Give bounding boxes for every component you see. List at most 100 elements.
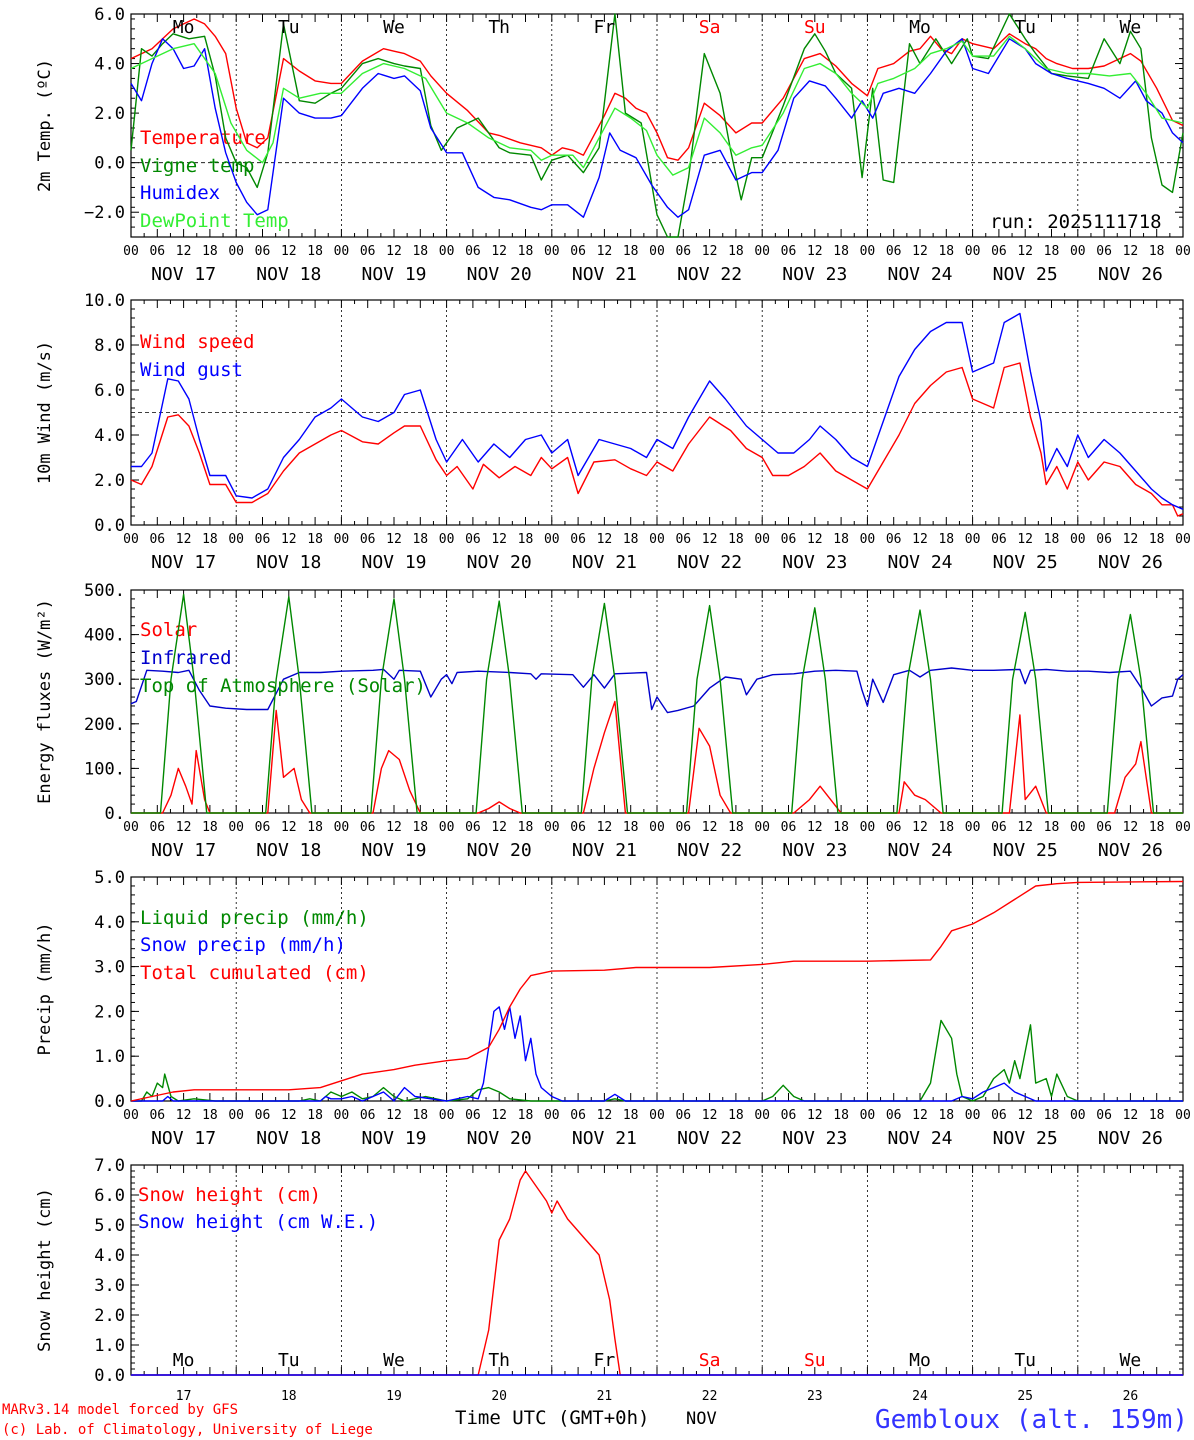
hour-tick-label: 00 xyxy=(439,1108,455,1123)
y-tick-label: 200. xyxy=(84,715,125,735)
day-number-label: 19 xyxy=(386,1389,402,1404)
hour-tick-label: 00 xyxy=(754,244,770,259)
hour-tick-label: 12 xyxy=(702,532,718,547)
hour-tick-label: 18 xyxy=(1044,1108,1060,1123)
hour-tick-label: 18 xyxy=(307,532,323,547)
day-number-label: 17 xyxy=(176,1389,192,1404)
hour-tick-label: 12 xyxy=(807,820,823,835)
day-number-label: 18 xyxy=(281,1389,297,1404)
date-label: NOV 17 xyxy=(151,264,216,285)
hour-tick-label: 12 xyxy=(1123,244,1139,259)
hour-tick-label: 00 xyxy=(228,1108,244,1123)
y-axis-label: Snow height (cm) xyxy=(35,1188,55,1352)
series-line-infrared xyxy=(130,667,1184,714)
hour-tick-label: 00 xyxy=(439,820,455,835)
hour-tick-label: 12 xyxy=(597,1108,613,1123)
hour-tick-label: 06 xyxy=(360,1108,376,1123)
hour-tick-label: 18 xyxy=(833,1108,849,1123)
date-label: NOV 24 xyxy=(887,264,952,285)
series-line-solar xyxy=(131,700,1183,814)
date-label: NOV 19 xyxy=(361,552,426,573)
legend-entry: DewPoint Temp xyxy=(140,210,289,232)
hour-tick-label: 00 xyxy=(228,244,244,259)
series-line-wind-gust xyxy=(131,312,1184,510)
date-label: NOV 26 xyxy=(1098,552,1163,573)
date-label: NOV 17 xyxy=(151,1128,216,1149)
y-tick-label: 0.0 xyxy=(94,1092,125,1112)
hour-tick-label: 18 xyxy=(307,1108,323,1123)
series-line-snow-precip-mm-h- xyxy=(131,1006,1183,1102)
y-axis-label: 10m Wind (m/s) xyxy=(35,341,55,484)
date-label: NOV 26 xyxy=(1098,1128,1163,1149)
hour-tick-label: 00 xyxy=(1070,532,1086,547)
series-line-humidex xyxy=(130,38,1184,218)
date-label: NOV 20 xyxy=(467,840,532,861)
hour-tick-label: 00 xyxy=(860,532,876,547)
series-line-total-cumulated-cm- xyxy=(130,880,1184,1102)
hour-tick-label: 06 xyxy=(1096,244,1112,259)
hour-tick-label: 18 xyxy=(1044,820,1060,835)
precip-panel: 5.0 4.0 3.0 2.0 1.0 0.0 Precip (mm/h) 00 06 12 18 0… xyxy=(35,868,1191,1149)
hour-tick-label: 00 xyxy=(965,820,981,835)
hour-tick-label: 12 xyxy=(281,1108,297,1123)
date-label: NOV 21 xyxy=(572,264,637,285)
hour-tick-label: 18 xyxy=(623,820,639,835)
hour-tick-label: 00 xyxy=(965,532,981,547)
hour-tick-label: 12 xyxy=(597,532,613,547)
legend-entry: Total cumulated (cm) xyxy=(140,962,369,984)
y-tick-label: 2.0 xyxy=(94,1002,125,1022)
date-label: NOV 18 xyxy=(256,1128,321,1149)
weekday-label: Su xyxy=(804,1350,826,1371)
hour-tick-label: 06 xyxy=(570,532,586,547)
hour-tick-label: 18 xyxy=(518,244,534,259)
y-tick-label: 3.0 xyxy=(94,1276,125,1296)
date-label: NOV 19 xyxy=(361,264,426,285)
hour-tick-label: 00 xyxy=(649,244,665,259)
hour-tick-label: 06 xyxy=(781,820,797,835)
hour-tick-label: 06 xyxy=(886,532,902,547)
hour-tick-label: 00 xyxy=(1175,1108,1191,1123)
y-tick-label: 300. xyxy=(84,670,125,690)
station-label: Gembloux (alt. 159m) xyxy=(875,1405,1188,1435)
hour-tick-label: 18 xyxy=(728,1108,744,1123)
hour-tick-label: 12 xyxy=(491,532,507,547)
hour-tick-label: 06 xyxy=(991,820,1007,835)
legend-entry: Vigne temp xyxy=(140,155,254,177)
temperature-panel: 6.0 4.0 2.0 0.0 −2.0 2m Temp. (ºC) 00 06 12 18 00 0… xyxy=(35,5,1191,285)
weekday-label: Tu xyxy=(1014,1350,1036,1371)
hour-tick-label: 00 xyxy=(439,532,455,547)
hour-tick-label: 06 xyxy=(675,532,691,547)
hour-tick-label: 00 xyxy=(544,820,560,835)
weekday-label: Th xyxy=(488,1350,510,1371)
hour-tick-label: 00 xyxy=(649,1108,665,1123)
hour-tick-label: 12 xyxy=(1017,244,1033,259)
y-tick-label: 6.0 xyxy=(94,381,125,401)
date-label: NOV 23 xyxy=(782,840,847,861)
weekday-label: Mo xyxy=(173,17,195,38)
weekday-label: We xyxy=(383,1350,405,1371)
legend-entry: Liquid precip (mm/h) xyxy=(140,907,369,929)
y-axis-label: Precip (mm/h) xyxy=(35,922,55,1055)
weekday-label: Sa xyxy=(699,1350,721,1371)
hour-tick-label: 12 xyxy=(807,532,823,547)
weekday-label: Fr xyxy=(594,17,616,38)
day-number-label: 20 xyxy=(491,1389,507,1404)
hour-tick-label: 12 xyxy=(702,1108,718,1123)
hour-tick-label: 06 xyxy=(991,244,1007,259)
y-tick-label: 4.0 xyxy=(94,55,125,75)
weekday-label: Th xyxy=(488,17,510,38)
hour-tick-label: 00 xyxy=(544,532,560,547)
x-axis-month: NOV xyxy=(686,1409,717,1429)
hour-tick-label: 18 xyxy=(623,1108,639,1123)
hour-tick-label: 12 xyxy=(1017,532,1033,547)
hour-tick-label: 18 xyxy=(518,532,534,547)
hour-tick-label: 12 xyxy=(912,532,928,547)
y-tick-label: 400. xyxy=(84,626,125,646)
hour-tick-label: 06 xyxy=(886,1108,902,1123)
hour-tick-label: 18 xyxy=(833,820,849,835)
hour-tick-label: 06 xyxy=(465,1108,481,1123)
date-label: NOV 24 xyxy=(887,1128,952,1149)
date-label: NOV 25 xyxy=(993,552,1058,573)
date-label: NOV 25 xyxy=(993,840,1058,861)
date-label: NOV 20 xyxy=(467,552,532,573)
